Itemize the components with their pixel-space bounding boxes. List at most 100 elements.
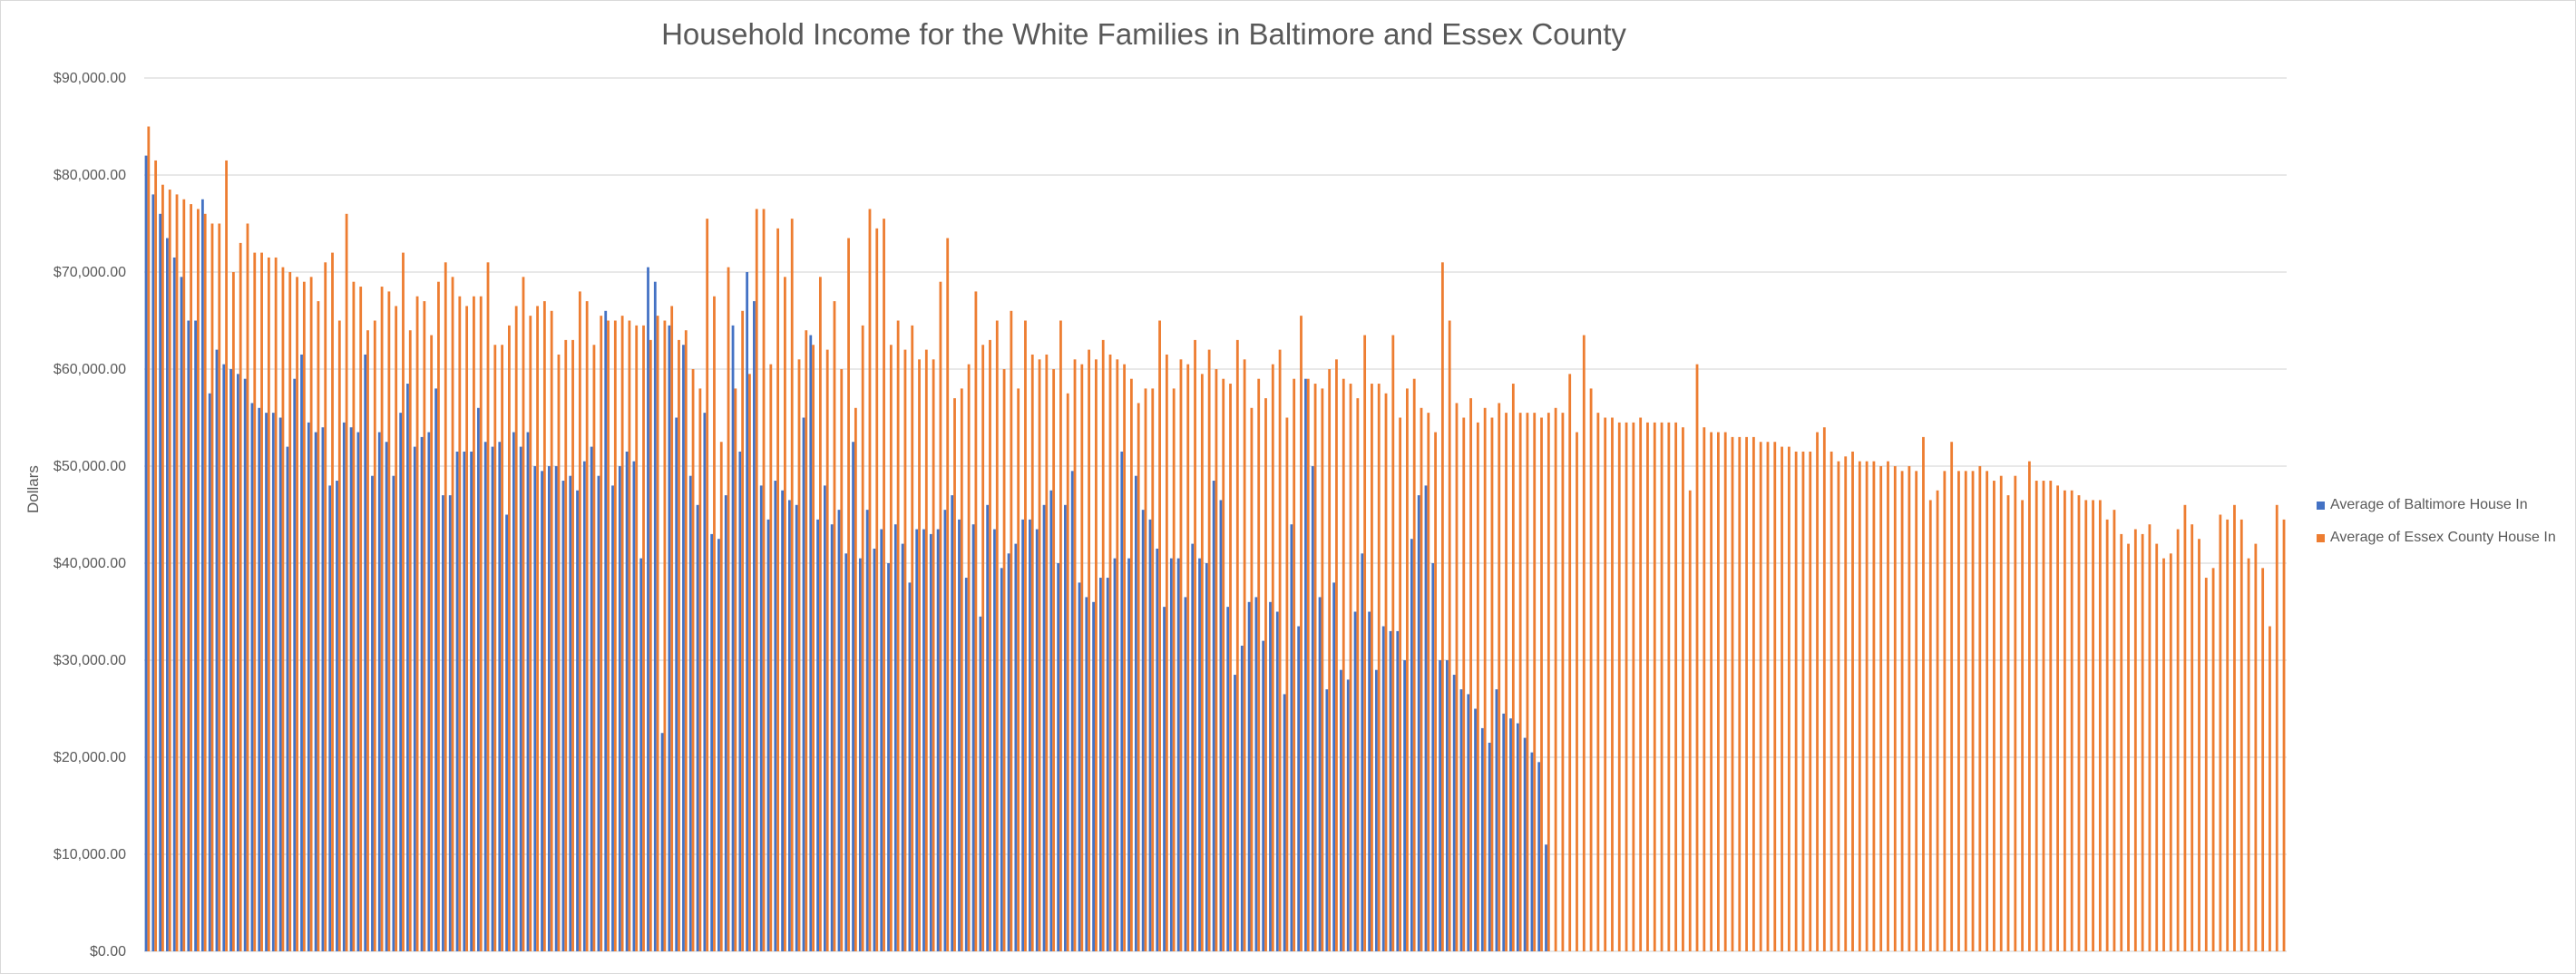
bar-essex <box>1773 442 1777 951</box>
bar-baltimore <box>1332 582 1336 951</box>
bar-essex <box>1518 413 1522 951</box>
bar-essex <box>1462 417 1466 951</box>
bar-essex <box>1822 427 1826 951</box>
bar-baltimore <box>1184 597 1187 951</box>
bar-essex <box>1095 359 1098 951</box>
bar-baltimore <box>505 514 508 951</box>
bar-essex <box>1045 354 1049 951</box>
bar-essex <box>620 316 624 951</box>
bar-baltimore <box>526 432 530 951</box>
bar-essex <box>473 296 475 951</box>
bar-baltimore <box>342 422 346 952</box>
bar-essex <box>387 291 391 951</box>
bar-baltimore <box>971 524 975 951</box>
bar-baltimore <box>1014 543 1018 951</box>
bar-essex <box>2113 510 2116 951</box>
bar-essex <box>1978 466 1982 951</box>
bar-baltimore <box>696 504 699 951</box>
bar-essex <box>1165 354 1168 951</box>
bar-essex <box>253 252 257 952</box>
bar-baltimore <box>321 427 325 951</box>
bar-essex <box>1723 432 1727 951</box>
bar-baltimore <box>1417 495 1420 951</box>
bar-baltimore <box>979 616 982 951</box>
bar-essex <box>2042 481 2045 951</box>
bar-essex <box>267 257 270 951</box>
bar-baltimore <box>1064 504 1067 951</box>
bar-essex <box>1915 471 1918 951</box>
bar-baltimore <box>208 393 211 951</box>
bar-essex <box>1943 471 1947 951</box>
bar-baltimore <box>442 495 444 951</box>
bar-essex <box>536 306 539 951</box>
bar-baltimore <box>682 345 685 951</box>
bar-baltimore <box>1000 568 1003 951</box>
bar-essex <box>2141 533 2144 951</box>
bar-essex <box>182 199 186 951</box>
bar-baltimore <box>356 432 360 951</box>
bar-baltimore <box>1021 519 1025 951</box>
bar-essex <box>854 407 857 951</box>
bar-baltimore <box>873 548 876 951</box>
bar-baltimore <box>1381 626 1385 951</box>
bar-essex <box>635 325 639 952</box>
bar-essex <box>1342 378 1345 951</box>
bar-baltimore <box>590 446 593 952</box>
bar-essex <box>1017 388 1020 951</box>
bar-essex <box>981 345 985 951</box>
bar-baltimore <box>738 451 742 951</box>
bar-baltimore <box>349 427 353 951</box>
bar-essex <box>1498 403 1501 951</box>
bar-essex <box>430 335 434 951</box>
bar-essex <box>1653 422 1656 952</box>
y-tick-labels: $0.00 $10,000.00 $20,000.00 $30,000.00 $40,0… <box>54 71 126 959</box>
bar-essex <box>974 291 978 951</box>
bar-baltimore <box>1368 611 1371 951</box>
bar-essex <box>1879 466 1883 951</box>
bar-baltimore <box>688 475 692 951</box>
bar-essex <box>1363 335 1367 951</box>
bar-essex <box>812 345 815 951</box>
bar-essex <box>2070 490 2073 951</box>
bar-essex <box>203 213 207 952</box>
bar-essex <box>1399 417 1402 951</box>
bar-essex <box>423 301 426 952</box>
bar-essex <box>1038 359 1041 951</box>
bar-baltimore <box>823 485 826 951</box>
bar-essex <box>1264 398 1267 952</box>
bar-essex <box>281 267 285 951</box>
bar-essex <box>1469 398 1472 952</box>
bar-essex <box>1682 427 1684 951</box>
bar-essex <box>1787 446 1791 952</box>
bar-essex <box>1830 451 1833 951</box>
bar-essex <box>883 219 885 951</box>
bar-essex <box>649 339 652 951</box>
bar-essex <box>748 374 751 952</box>
bar-essex <box>2162 558 2165 951</box>
bar-essex <box>154 160 158 951</box>
bar-essex <box>592 345 596 951</box>
bar-baltimore <box>1445 660 1449 951</box>
bar-essex <box>225 160 228 951</box>
bar-essex <box>889 345 893 951</box>
bar-essex <box>2239 519 2243 951</box>
bar-essex <box>1759 442 1762 951</box>
bar-essex <box>1936 490 1939 951</box>
bar-essex <box>1900 471 1904 951</box>
bar-baltimore <box>809 335 813 951</box>
bar-essex <box>1335 359 1338 951</box>
bar-essex <box>1837 461 1840 951</box>
bar-essex <box>2233 504 2236 951</box>
legend-swatch-baltimore <box>2317 501 2325 510</box>
bar-essex <box>1865 461 1869 951</box>
bar-essex <box>231 272 235 951</box>
bar-baltimore <box>604 310 608 951</box>
bar-essex <box>2021 500 2025 951</box>
bar-essex <box>1186 364 1190 951</box>
bar-baltimore <box>993 529 996 951</box>
bar-essex <box>444 262 447 951</box>
bar-baltimore <box>1219 500 1223 951</box>
bar-essex <box>1589 388 1593 951</box>
bar-baltimore <box>802 417 805 951</box>
bar-essex <box>1412 378 1416 951</box>
